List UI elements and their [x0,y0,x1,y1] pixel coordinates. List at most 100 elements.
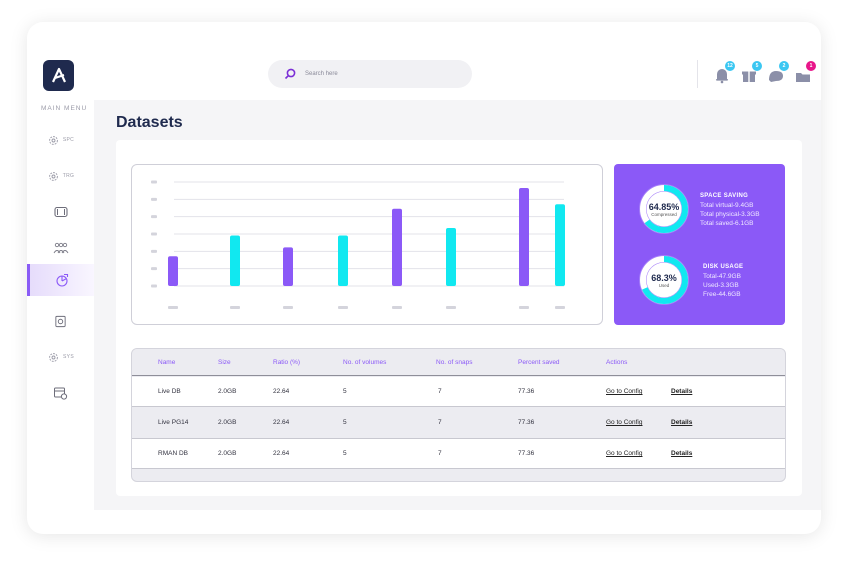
header-volumes[interactable]: No. of volumes [343,359,387,366]
x-tick-placeholder [555,306,565,309]
notification-bell[interactable]: 12 [713,61,735,84]
disk-icon [55,315,66,327]
details-link[interactable]: Details [671,450,693,457]
device-icon [53,206,68,218]
sidebar: MAIN MENU SPC TRG [27,100,94,534]
app-window: Search here 12 5 2 1 MAIN MENU [27,22,821,534]
gear-icon [48,171,58,181]
logo-icon [51,67,66,82]
space-saving-percent: 64.85% [648,201,680,212]
search-icon [284,68,296,80]
table-row: Live DB 2.0GB 22.64 5 7 77.36 Go to Conf… [132,377,785,407]
calendar-icon [54,387,68,400]
cell-ratio: 22.64 [273,388,290,395]
chart-bar [338,235,348,286]
header-ratio[interactable]: Ratio (%) [273,359,301,366]
y-tick-placeholder [151,197,157,201]
folder-icon [796,73,810,82]
disk-usage-used: Used-3.3GB [703,282,739,289]
disk-usage-ring [639,255,689,305]
datasets-card: 64.85% Compressed SPACE SAVING Total vir… [116,140,802,496]
space-saving-virtual: Total virtual-9.4GB [700,202,754,209]
gear-icon [49,352,58,362]
go-to-config-link[interactable]: Go to Config [606,388,643,395]
cell-volumes: 5 [343,419,347,426]
sidebar-item-label: TRG [62,173,75,179]
y-tick-placeholder [151,232,157,236]
y-tick-placeholder [151,249,157,253]
page-title: Datasets [116,114,183,131]
sidebar-item-datasets[interactable] [27,264,94,296]
space-saving-physical: Total physical-3.3GB [700,211,760,218]
chat-icon [769,71,783,82]
header-snaps[interactable]: No. of snaps [436,359,473,366]
bar-chart-svg [151,180,565,309]
gift-badge: 5 [752,61,762,71]
cell-volumes: 5 [343,450,347,457]
cell-size: 2.0GB [218,450,237,457]
chat-badge: 2 [779,61,789,71]
folder-badge: 1 [806,61,816,71]
bar-chart [131,164,603,325]
search-bar[interactable]: Search here [268,60,472,88]
users-icon [53,242,68,254]
cell-ratio: 22.64 [273,419,290,426]
header-name[interactable]: Name [158,359,176,366]
app-logo[interactable] [43,60,74,91]
details-link[interactable]: Details [671,419,693,426]
header-size[interactable]: Size [218,359,231,366]
header-actions: Actions [606,359,628,366]
cell-name: Live DB [158,388,181,395]
table-row: RMAN DB 2.0GB 22.64 5 7 77.36 Go to Conf… [132,439,785,469]
y-tick-placeholder [151,180,157,184]
cell-percent-saved: 77.36 [518,388,535,395]
go-to-config-link[interactable]: Go to Config [606,419,643,426]
disk-usage-free: Free-44.6GB [703,291,741,298]
disk-usage-percent: 68.3% [651,272,677,283]
search-input[interactable]: Search here [305,71,338,77]
cell-size: 2.0GB [218,419,237,426]
donut-center [646,262,682,298]
sidebar-item-disk[interactable] [27,306,94,336]
sidebar-item-users[interactable] [27,233,94,263]
x-tick-placeholder [230,306,240,309]
cell-ratio: 22.64 [273,450,290,457]
bell-icon [716,69,728,84]
sidebar-item-trg[interactable]: TRG [27,161,94,191]
storage-summary-panel: 64.85% Compressed SPACE SAVING Total vir… [614,164,785,325]
datasets-table: Name Size Ratio (%) No. of volumes No. o… [131,348,786,482]
space-saving-donut: 64.85% Compressed [638,183,690,235]
x-tick-placeholder [446,306,456,309]
chart-bar [446,228,456,286]
sidebar-item-device[interactable] [27,197,94,227]
go-to-config-link[interactable]: Go to Config [606,450,643,457]
cell-volumes: 5 [343,388,347,395]
notification-folder[interactable]: 1 [794,61,816,84]
cell-snaps: 7 [438,419,442,426]
sidebar-item-schedule[interactable] [27,378,94,408]
y-tick-placeholder [151,215,157,219]
header-percent-saved[interactable]: Percent saved [518,359,560,366]
notification-chat[interactable]: 2 [767,61,789,84]
disk-usage-title: DISK USAGE [703,264,744,270]
chart-bar [392,208,402,286]
cell-name: Live PG14 [158,419,189,426]
x-tick-placeholder [168,306,178,309]
chart-bar [283,247,293,286]
space-saving-caption: Compressed [651,211,677,217]
sidebar-item-spc[interactable]: SPC [27,125,94,155]
sidebar-item-sys[interactable]: SYS [27,342,94,372]
disk-usage-total: Total-47.9GB [703,273,741,280]
cell-snaps: 7 [438,450,442,457]
x-tick-placeholder [392,306,402,309]
gear-icon [49,135,58,145]
details-link[interactable]: Details [671,388,693,395]
cell-name: RMAN DB [158,450,188,457]
x-tick-placeholder [338,306,348,309]
main-menu-title: MAIN MENU [41,105,88,112]
main-content: Datasets 64.85% Compressed SPACE SAVING … [94,100,821,510]
notification-gift[interactable]: 5 [740,61,762,84]
x-tick-placeholder [519,306,529,309]
cell-snaps: 7 [438,388,442,395]
donut-arc [640,185,688,233]
